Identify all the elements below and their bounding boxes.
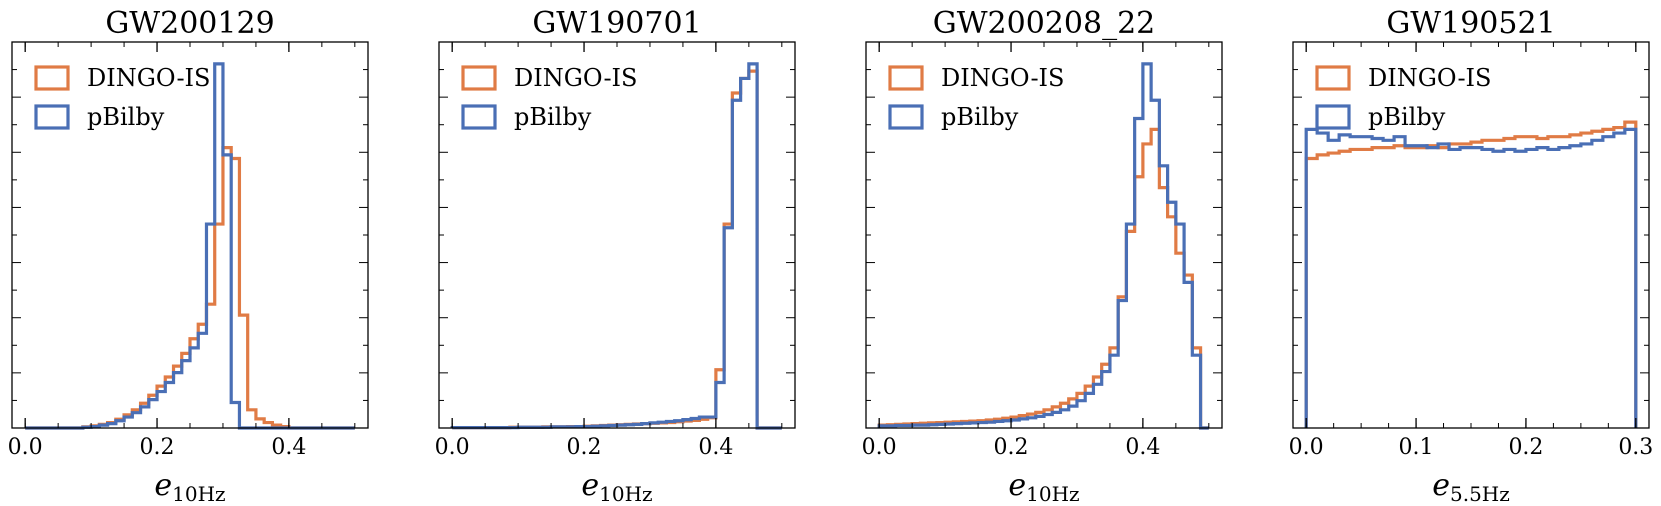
legend-label: DINGO-IS xyxy=(1368,64,1491,92)
histogram-dingo-is xyxy=(877,127,1209,430)
histogram-pbilby xyxy=(1304,127,1638,428)
histogram-dingo-is xyxy=(1304,120,1638,428)
x-axis-label-subscript: 10Hz xyxy=(1026,482,1079,506)
x-tick-label: 0.4 xyxy=(1125,435,1160,460)
histogram-dingo-is xyxy=(25,146,355,430)
legend-label: pBilby xyxy=(941,103,1019,131)
histogram-pbilby xyxy=(25,62,355,430)
panel-4: GW190521 0.0 0.1 0.2 0.3 DINGO-IS pBilby e5.5Hz xyxy=(1289,6,1654,506)
x-tick-label: 0.2 xyxy=(1508,435,1543,460)
panel-1: GW200129 0.0 0.2 0.4 DINGO-IS pBilby e10Hz xyxy=(8,6,369,506)
x-axis-label-symbol: e xyxy=(581,468,599,503)
x-tick-label: 0.0 xyxy=(8,435,43,460)
legend: DINGO-IS pBilby xyxy=(461,64,637,131)
x-tick-label: 0.4 xyxy=(271,435,306,460)
x-axis-label-subscript: 10Hz xyxy=(172,482,225,506)
legend-swatch-pbilby xyxy=(888,104,924,130)
legend-swatch-dingo-is xyxy=(461,65,497,91)
histogram-pbilby xyxy=(450,62,782,430)
x-tick-label: 0.0 xyxy=(862,435,897,460)
x-axis-label-subscript: 5.5Hz xyxy=(1450,482,1510,506)
x-axis-label: e10Hz xyxy=(154,468,225,506)
panel-2: GW190701 0.0 0.2 0.4 DINGO-IS pBilby e10Hz xyxy=(435,6,796,506)
x-axis-label-symbol: e xyxy=(154,468,172,503)
axes-frame xyxy=(11,41,369,429)
legend-label: pBilby xyxy=(514,103,592,131)
legend-label: DINGO-IS xyxy=(514,64,637,92)
x-tick-label: 0.4 xyxy=(698,435,733,460)
x-axis-label-symbol: e xyxy=(1432,468,1450,503)
x-axis-label-symbol: e xyxy=(1008,468,1026,503)
histogram-pbilby xyxy=(877,62,1209,430)
legend: DINGO-IS pBilby xyxy=(888,64,1064,131)
panel-title: GW190521 xyxy=(1386,6,1555,41)
axes-frame xyxy=(1292,41,1650,429)
panel-3: GW200208_22 0.0 0.2 0.4 DINGO-IS pBilby e10Hz xyxy=(862,6,1223,506)
x-tick-label: 0.2 xyxy=(994,435,1029,460)
legend-swatch-pbilby xyxy=(1315,104,1351,130)
x-axis-label: e5.5Hz xyxy=(1432,468,1510,506)
panel-title: GW190701 xyxy=(532,6,701,41)
x-tick-label: 0.2 xyxy=(567,435,602,460)
legend-swatch-dingo-is xyxy=(1315,65,1351,91)
x-tick-label: 0.2 xyxy=(140,435,175,460)
legend-swatch-dingo-is xyxy=(34,65,70,91)
legend: DINGO-IS pBilby xyxy=(1315,64,1491,131)
legend-swatch-pbilby xyxy=(461,104,497,130)
legend-label: pBilby xyxy=(87,103,165,131)
legend-label: DINGO-IS xyxy=(87,64,210,92)
x-axis-label-subscript: 10Hz xyxy=(599,482,652,506)
x-axis-label: e10Hz xyxy=(1008,468,1079,506)
x-tick-label: 0.3 xyxy=(1618,435,1653,460)
legend-label: pBilby xyxy=(1368,103,1446,131)
panel-title: GW200129 xyxy=(105,6,274,41)
x-tick-label: 0.0 xyxy=(1289,435,1324,460)
x-tick-label: 0.0 xyxy=(435,435,470,460)
axes-frame xyxy=(865,41,1223,429)
legend: DINGO-IS pBilby xyxy=(34,64,210,131)
panel-title: GW200208_22 xyxy=(933,6,1156,41)
x-axis-label: e10Hz xyxy=(581,468,652,506)
legend-swatch-pbilby xyxy=(34,104,70,130)
x-tick-label: 0.1 xyxy=(1399,435,1434,460)
legend-swatch-dingo-is xyxy=(888,65,924,91)
legend-label: DINGO-IS xyxy=(941,64,1064,92)
